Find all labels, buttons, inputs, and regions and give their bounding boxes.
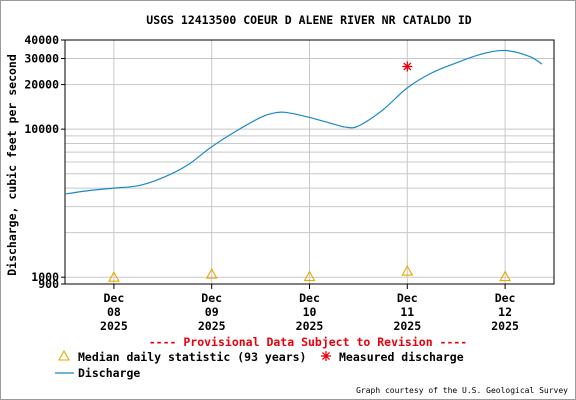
median-statistic-point <box>205 267 218 279</box>
legend-measured-asterisk <box>321 351 331 361</box>
x-tick-label: 2025 <box>100 319 128 333</box>
x-tick-label: 2025 <box>491 319 519 333</box>
x-tick-label: 2025 <box>393 319 421 333</box>
y-tick-label: 1000 <box>31 270 59 284</box>
legend-median-triangle <box>58 349 70 361</box>
median-statistic-point <box>499 270 512 282</box>
series-layer <box>64 49 543 282</box>
x-tick-label: Dec <box>299 291 320 305</box>
provisional-note: ---- Provisional Data Subject to Revisio… <box>149 335 468 349</box>
x-tick-label: 10 <box>303 305 317 319</box>
x-tick-label: 2025 <box>296 319 324 333</box>
x-tick-label: 08 <box>107 305 121 319</box>
median-statistic-point <box>107 271 120 282</box>
y-tick-label: 10000 <box>24 122 59 136</box>
discharge-series-line <box>64 49 543 195</box>
legend-measured-marker <box>321 351 331 361</box>
measured-discharge-point <box>402 61 413 72</box>
y-tick-label: 40000 <box>24 33 59 47</box>
chart-title: USGS 12413500 COEUR D ALENE RIVER NR CAT… <box>146 13 471 27</box>
legend: Median daily statistic (93 years) Measur… <box>55 349 464 380</box>
y-axis-label: Discharge, cubic feet per second <box>5 54 19 276</box>
x-tick-label: Dec <box>201 291 222 305</box>
median-statistic-point <box>401 264 414 276</box>
x-tick-label: Dec <box>397 291 418 305</box>
median-statistic-point <box>303 270 316 282</box>
x-tick-label: 11 <box>400 305 414 319</box>
credit-text: Graph courtesy of the U.S. Geological Su… <box>356 386 568 395</box>
x-tick-label: 12 <box>498 305 512 319</box>
y-tick-label: 20000 <box>24 78 59 92</box>
legend-entry-discharge: Discharge <box>78 366 140 380</box>
plot-grid <box>65 40 554 284</box>
x-tick-label: Dec <box>495 291 516 305</box>
y-tick-label: 30000 <box>24 52 59 66</box>
legend-entry-measured: Measured discharge <box>339 350 464 364</box>
x-tick-label: 09 <box>205 305 219 319</box>
y-tick-label: 900 <box>38 277 59 291</box>
legend-entry-median: Median daily statistic (93 years) <box>78 350 306 364</box>
legend-median-marker <box>58 349 70 361</box>
x-tick-label: 2025 <box>198 319 226 333</box>
x-tick-label: Dec <box>104 291 125 305</box>
x-axis-ticks: Dec082025Dec092025Dec102025Dec112025Dec1… <box>100 284 519 333</box>
